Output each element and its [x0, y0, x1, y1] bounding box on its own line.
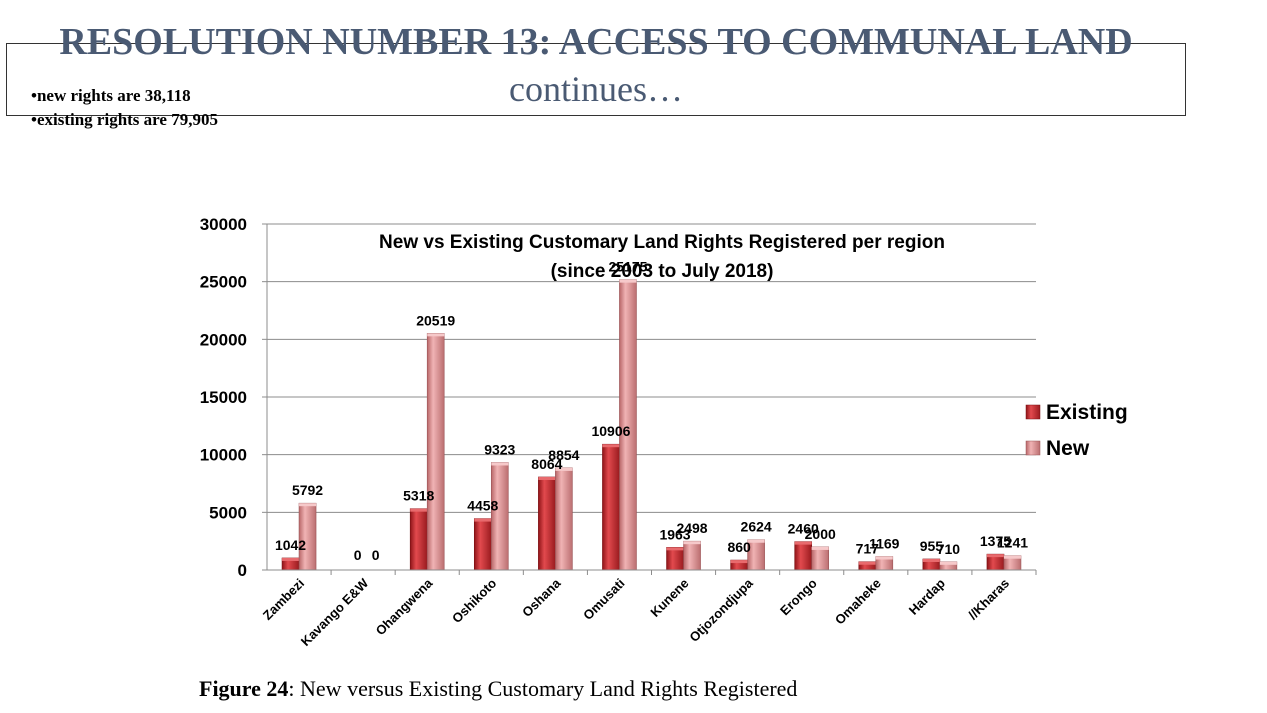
- y-tick-label: 15000: [200, 388, 247, 407]
- legend-label-existing: Existing: [1046, 401, 1128, 424]
- bar-existing-omusati: [602, 443, 620, 571]
- data-label-new-kunene: 2498: [676, 520, 707, 536]
- y-tick-label: 25000: [200, 273, 247, 292]
- data-label-new-oshikoto: 9323: [484, 441, 515, 457]
- bar-new-erongo: [811, 546, 830, 571]
- x-tick-label-oshana: Oshana: [519, 575, 564, 620]
- bar-new-oshikoto: [490, 462, 509, 571]
- x-tick-label-ohangwena: Ohangwena: [373, 575, 436, 638]
- bullet-existing-rights: •existing rights are 79,905: [31, 110, 218, 129]
- x-tick-label-hardap: Hardap: [906, 575, 948, 617]
- x-tick-label-kavango-e-w: Kavango E&W: [298, 575, 372, 649]
- data-label-existing-omusati: 10906: [591, 423, 630, 439]
- bar-cap-new-omusati: [619, 279, 637, 283]
- data-label-new-erongo: 2000: [805, 526, 836, 542]
- x-tick-label-otjozondjupa: Otjozondjupa: [686, 575, 756, 645]
- bar-cap-new-otjozondjupa: [747, 539, 765, 543]
- data-label-existing-ohangwena: 5318: [403, 488, 434, 504]
- bar-new-oshana: [555, 467, 573, 571]
- figure-caption: Figure 24: New versus Existing Customary…: [199, 676, 797, 702]
- data-label-existing-oshana: 8064: [531, 456, 562, 472]
- data-label-existing-kharas: 1375: [980, 533, 1011, 549]
- bar-cap-existing-kunene: [666, 547, 684, 551]
- legend-swatch-new: [1025, 440, 1041, 456]
- x-tick-label-oshikoto: Oshikoto: [449, 575, 499, 625]
- figure-caption-number: Figure 24: [199, 676, 289, 701]
- chart-title: New vs Existing Customary Land Rights Re…: [379, 232, 945, 253]
- bar-existing-kunene: [666, 547, 684, 571]
- x-tick-label-omaheke: Omaheke: [832, 576, 884, 628]
- chart-subtitle: (since 2003 to July 2018): [551, 261, 774, 282]
- data-label-new-oshana: 8854: [548, 447, 579, 463]
- y-tick-label: 20000: [200, 330, 247, 349]
- legend-swatch-existing: [1025, 404, 1041, 420]
- data-label-existing-kunene: 1963: [659, 526, 690, 542]
- data-label-new-kharas: 1241: [997, 535, 1028, 551]
- bar-cap-new-oshana: [555, 467, 573, 471]
- data-label-existing-erongo: 2460: [788, 521, 819, 537]
- bar-cap-existing-hardap: [922, 558, 940, 562]
- legend-label-new: New: [1046, 437, 1090, 460]
- bar-cap-existing-zambezi: [282, 557, 300, 561]
- legend: Existing New: [1025, 401, 1128, 460]
- bar-cap-new-ohangwena: [427, 333, 445, 337]
- data-label-new-otjozondjupa: 2624: [741, 519, 772, 535]
- slide-title-continued: continues…: [509, 69, 683, 109]
- bar-new-ohangwena: [426, 333, 445, 571]
- x-tick-label-omusati: Omusati: [580, 576, 627, 623]
- figure-caption-text: : New versus Existing Customary Land Rig…: [288, 676, 798, 701]
- data-label-new-zambezi: 5792: [292, 482, 323, 498]
- data-label-new-omaheke: 1169: [869, 536, 900, 552]
- y-tick-label: 5000: [209, 503, 247, 522]
- bar-cap-new-oshikoto: [491, 462, 509, 466]
- bar-cap-new-zambezi: [299, 503, 317, 507]
- bar-cap-new-kunene: [683, 541, 701, 545]
- bar-cap-existing-oshana: [538, 476, 556, 480]
- bar-existing-oshikoto: [473, 518, 492, 571]
- y-tick-label: 0: [238, 561, 247, 580]
- bar-cap-existing-otjozondjupa: [730, 560, 748, 564]
- y-tick-label: 30000: [200, 215, 247, 234]
- bullet-new-rights: •new rights are 38,118: [31, 86, 191, 105]
- bar-new-kunene: [683, 540, 701, 571]
- bar-cap-new-omaheke: [875, 556, 893, 560]
- bar-cap-existing-oshikoto: [474, 518, 492, 522]
- x-tick-label-kharas: //Kharas: [965, 576, 1012, 623]
- bar-cap-existing-ohangwena: [410, 508, 428, 512]
- y-tick-label: 10000: [200, 446, 247, 465]
- data-label-existing-oshikoto: 4458: [467, 498, 498, 514]
- bar-cap-existing-erongo: [794, 541, 812, 545]
- data-label-new-ohangwena: 20519: [416, 312, 455, 328]
- x-tick-label-kunene: Kunene: [647, 576, 691, 620]
- data-label-new-kavango-e-w: 0: [372, 547, 380, 563]
- bar-cap-new-kharas: [1003, 555, 1021, 559]
- data-label-existing-otjozondjupa: 860: [727, 539, 751, 555]
- x-tick-label-erongo: Erongo: [777, 575, 820, 618]
- bar-cap-existing-kharas: [986, 554, 1004, 558]
- data-label-existing-hardap: 955: [920, 538, 944, 554]
- bar-existing-oshana: [538, 476, 556, 571]
- slide-title: RESOLUTION NUMBER 13: ACCESS TO COMMUNAL…: [59, 21, 1133, 63]
- bar-existing-ohangwena: [409, 508, 428, 571]
- x-tick-label-zambezi: Zambezi: [260, 576, 307, 623]
- bar-existing-erongo: [794, 541, 813, 571]
- bar-cap-existing-omusati: [602, 444, 620, 448]
- bar-cap-new-erongo: [811, 546, 829, 550]
- bar-cap-new-hardap: [939, 561, 957, 565]
- data-label-new-omusati: 25175: [608, 259, 647, 275]
- bar-cap-existing-omaheke: [858, 561, 876, 565]
- data-label-new-hardap: 710: [937, 541, 961, 557]
- data-label-existing-kavango-e-w: 0: [354, 547, 362, 563]
- title-box: [6, 43, 1186, 116]
- data-label-existing-zambezi: 1042: [275, 537, 306, 553]
- data-label-existing-omaheke: 717: [856, 541, 880, 557]
